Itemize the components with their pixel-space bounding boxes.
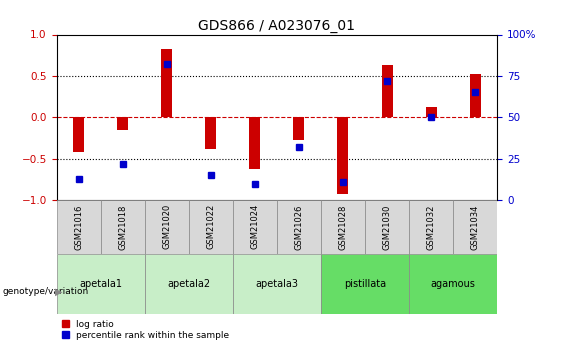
Text: GSM21028: GSM21028 xyxy=(338,204,347,249)
Bar xyxy=(205,117,216,149)
Bar xyxy=(381,65,393,117)
Bar xyxy=(337,117,349,194)
Bar xyxy=(161,49,172,117)
Text: GSM21030: GSM21030 xyxy=(383,204,392,249)
Bar xyxy=(425,107,437,117)
Text: GSM21032: GSM21032 xyxy=(427,204,436,249)
Bar xyxy=(73,117,84,152)
Bar xyxy=(453,200,497,254)
Text: GSM21026: GSM21026 xyxy=(294,204,303,249)
Bar xyxy=(233,254,321,314)
Text: GSM21024: GSM21024 xyxy=(250,204,259,249)
Text: GSM21034: GSM21034 xyxy=(471,204,480,249)
Bar xyxy=(249,117,260,169)
Text: GSM21022: GSM21022 xyxy=(206,204,215,249)
Bar xyxy=(365,200,409,254)
Legend: log ratio, percentile rank within the sample: log ratio, percentile rank within the sa… xyxy=(61,319,231,341)
Bar xyxy=(321,200,365,254)
Bar xyxy=(117,117,128,130)
Bar xyxy=(56,254,145,314)
Bar xyxy=(470,74,481,117)
Bar xyxy=(56,200,101,254)
Bar xyxy=(101,200,145,254)
Text: apetala1: apetala1 xyxy=(79,279,122,289)
Bar xyxy=(409,200,453,254)
Text: apetala2: apetala2 xyxy=(167,279,210,289)
Text: GSM21020: GSM21020 xyxy=(162,204,171,249)
Bar xyxy=(233,200,277,254)
Bar xyxy=(145,254,233,314)
Bar xyxy=(409,254,497,314)
Bar xyxy=(145,200,189,254)
Title: GDS866 / A023076_01: GDS866 / A023076_01 xyxy=(198,19,355,33)
Text: apetala3: apetala3 xyxy=(255,279,298,289)
Text: GSM21016: GSM21016 xyxy=(74,204,83,249)
Bar xyxy=(293,117,305,140)
Text: pistillata: pistillata xyxy=(344,279,386,289)
Text: agamous: agamous xyxy=(431,279,476,289)
Text: genotype/variation: genotype/variation xyxy=(3,287,89,296)
Bar xyxy=(321,254,409,314)
Bar xyxy=(189,200,233,254)
Text: ▶: ▶ xyxy=(55,287,62,296)
Bar xyxy=(277,200,321,254)
Text: GSM21018: GSM21018 xyxy=(118,204,127,249)
